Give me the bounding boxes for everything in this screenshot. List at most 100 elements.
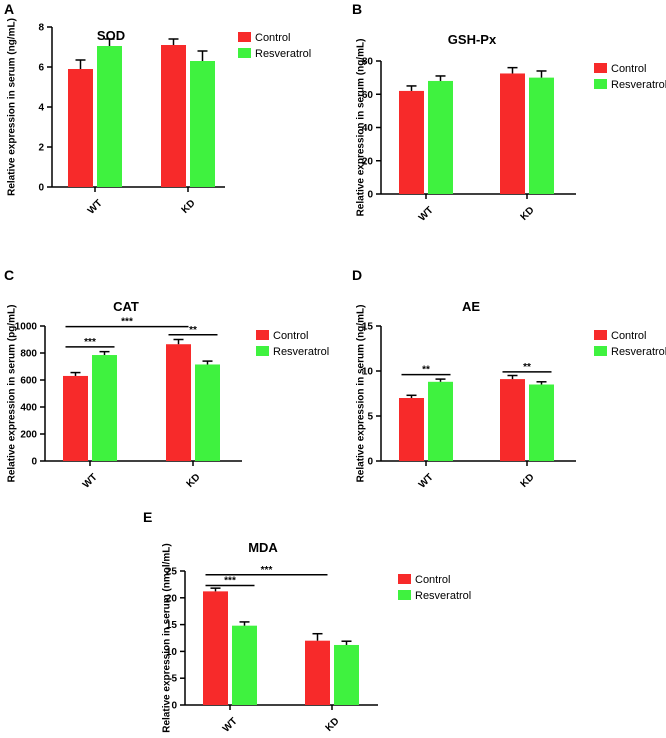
significance-label: *** [84, 337, 96, 348]
x-tick-label: KD [519, 472, 537, 490]
legend-label-control: Control [611, 330, 646, 342]
chart-title: SOD [97, 28, 125, 43]
bar-control-kd [500, 73, 525, 194]
legend: Control Resveratrol [594, 330, 666, 358]
legend-swatch-resveratrol [594, 79, 607, 89]
y-tick-label: 40 [362, 123, 374, 134]
y-tick-label: 6 [38, 63, 44, 74]
y-tick-label: 2 [38, 143, 44, 154]
legend-swatch-control [256, 330, 269, 340]
bar-control-wt [68, 69, 93, 187]
y-axis-label: Relative expression in serum (ng/mL) [355, 39, 366, 217]
y-tick-label: 4 [38, 103, 44, 114]
y-tick-label: 80 [362, 57, 374, 68]
bar-resveratrol-kd [334, 644, 359, 705]
y-tick-label: 600 [20, 376, 37, 387]
y-tick-label: 25 [166, 567, 178, 578]
legend-swatch-resveratrol [256, 346, 269, 356]
y-tick-label: 400 [20, 403, 37, 414]
legend: Control Resveratrol [398, 574, 471, 602]
y-tick-label: 0 [367, 457, 373, 468]
y-tick-label: 15 [362, 322, 374, 333]
significance-label: *** [224, 575, 236, 586]
chart-panel-c: C CAT Relative expression in serum (pg/mL)… [4, 267, 329, 491]
y-tick-label: 60 [362, 90, 374, 101]
significance-label: ** [523, 362, 531, 373]
legend-swatch-control [594, 63, 607, 73]
chart-panel-e: E MDA Relative expression in serum (nmol/m… [143, 509, 471, 735]
bar-resveratrol-kd [529, 77, 554, 194]
panel-letter: B [352, 1, 362, 17]
x-tick-label: WT [417, 205, 436, 224]
bar-control-wt [399, 90, 424, 194]
legend: Control Resveratrol [594, 63, 666, 91]
panel-letter: C [4, 267, 14, 283]
legend-label-control: Control [273, 330, 308, 342]
bar-resveratrol-wt [428, 80, 453, 194]
y-tick-label: 20 [362, 156, 374, 167]
x-tick-label: WT [86, 198, 105, 217]
y-tick-label: 800 [20, 349, 37, 360]
legend-label-control: Control [255, 32, 290, 44]
y-tick-label: 10 [166, 647, 178, 658]
x-tick-label: WT [221, 716, 240, 735]
y-tick-label: 8 [38, 23, 44, 34]
legend: Control Resveratrol [238, 32, 311, 60]
y-tick-label: 15 [166, 620, 178, 631]
legend-label-control: Control [611, 63, 646, 75]
x-tick-label: WT [81, 472, 100, 491]
chart-title: MDA [248, 540, 278, 555]
bar-control-kd [161, 45, 186, 187]
bar-resveratrol-wt [428, 381, 453, 461]
x-tick-label: KD [519, 205, 537, 223]
chart-title: GSH-Px [448, 32, 497, 47]
y-tick-label: 0 [171, 701, 177, 712]
bar-control-wt [399, 398, 424, 461]
legend-swatch-resveratrol [594, 346, 607, 356]
y-axis-label: Relative expression in serum (pg/mL) [6, 305, 17, 483]
panel-letter: A [4, 1, 14, 17]
y-tick-label: 10 [362, 367, 374, 378]
panel-letter: D [352, 267, 362, 283]
legend-swatch-resveratrol [398, 590, 411, 600]
legend: Control Resveratrol [256, 330, 329, 358]
y-axis-label: Relative expression in serum (nmol/mL) [161, 543, 172, 733]
x-tick-label: KD [324, 716, 342, 734]
legend-swatch-control [398, 574, 411, 584]
significance-label: ** [189, 325, 197, 336]
x-tick-label: KD [180, 198, 198, 216]
legend-label-resveratrol: Resveratrol [255, 48, 311, 60]
y-tick-label: 200 [20, 430, 37, 441]
legend-label-control: Control [415, 574, 450, 586]
legend-label-resveratrol: Resveratrol [415, 590, 471, 602]
legend-swatch-resveratrol [238, 48, 251, 58]
significance-label: *** [261, 565, 273, 576]
panel-letter: E [143, 509, 152, 525]
bar-resveratrol-kd [195, 364, 220, 461]
bar-resveratrol-kd [190, 61, 215, 187]
bar-resveratrol-wt [97, 46, 122, 187]
x-tick-label: KD [185, 472, 203, 490]
y-axis-label: Relative expression in serum (ng/mL) [6, 18, 17, 196]
bar-resveratrol-wt [92, 355, 117, 461]
chart-panel-b: B GSH-Px Relative expression in serum (ng/… [352, 1, 666, 224]
y-tick-label: 1000 [15, 322, 38, 333]
legend-label-resveratrol: Resveratrol [611, 79, 666, 91]
legend-swatch-control [238, 32, 251, 42]
chart-title: AE [462, 299, 480, 314]
bar-control-kd [305, 640, 330, 705]
chart-title: CAT [113, 299, 139, 314]
x-tick-label: WT [417, 472, 436, 491]
y-tick-label: 0 [38, 183, 44, 194]
legend-label-resveratrol: Resveratrol [273, 346, 329, 358]
y-tick-label: 0 [367, 190, 373, 201]
bar-control-kd [166, 344, 191, 461]
bar-resveratrol-wt [232, 625, 257, 705]
y-tick-label: 0 [31, 457, 37, 468]
legend-swatch-control [594, 330, 607, 340]
bar-control-wt [63, 375, 88, 461]
bar-control-kd [500, 379, 525, 461]
legend-label-resveratrol: Resveratrol [611, 346, 666, 358]
bar-control-wt [203, 591, 228, 705]
